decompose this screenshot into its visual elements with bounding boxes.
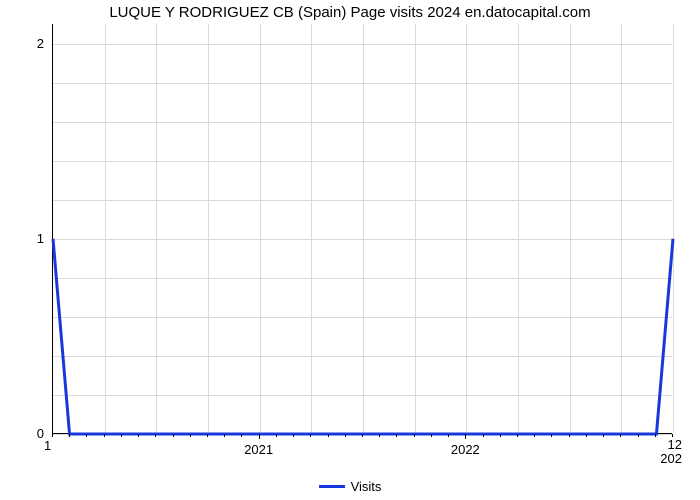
x-minor-tick <box>138 434 139 437</box>
x-minor-tick <box>207 434 208 437</box>
x-minor-tick <box>448 434 449 437</box>
x-minor-tick <box>379 434 380 437</box>
x-minor-tick <box>224 434 225 437</box>
x-minor-tick <box>52 434 53 437</box>
x-minor-tick <box>345 434 346 437</box>
x-minor-tick <box>414 434 415 437</box>
legend-swatch <box>319 485 345 488</box>
x-minor-tick <box>362 434 363 437</box>
x-minor-tick <box>620 434 621 437</box>
x-minor-tick <box>310 434 311 437</box>
x-minor-tick <box>328 434 329 437</box>
x-minor-tick <box>86 434 87 437</box>
x-minor-tick <box>655 434 656 437</box>
plot-area <box>52 24 672 434</box>
x-minor-tick <box>638 434 639 437</box>
x-minor-tick <box>259 434 260 437</box>
x-minor-tick <box>69 434 70 437</box>
legend: Visits <box>0 475 700 494</box>
x-minor-tick <box>517 434 518 437</box>
x-tick-label: 2022 <box>451 442 480 457</box>
x-minor-tick <box>551 434 552 437</box>
x-minor-tick <box>534 434 535 437</box>
x-minor-tick <box>569 434 570 437</box>
x-minor-tick <box>293 434 294 437</box>
x-minor-tick <box>586 434 587 437</box>
x-tick-label: 2021 <box>244 442 273 457</box>
y-tick-label: 0 <box>4 426 44 441</box>
x-minor-tick <box>173 434 174 437</box>
x-minor-tick <box>104 434 105 437</box>
x-axis-right-end-label: 12 202 <box>660 438 682 467</box>
x-minor-tick <box>121 434 122 437</box>
x-minor-tick <box>190 434 191 437</box>
x-axis-left-end-label: 1 <box>44 438 51 453</box>
x-minor-tick <box>241 434 242 437</box>
y-tick-label: 1 <box>4 231 44 246</box>
grid-line-v <box>673 24 674 433</box>
x-minor-tick <box>155 434 156 437</box>
legend-label: Visits <box>351 479 382 494</box>
chart-title: LUQUE Y RODRIGUEZ CB (Spain) Page visits… <box>0 4 700 21</box>
series-line-visits <box>53 239 673 434</box>
x-minor-tick <box>465 434 466 437</box>
x-minor-tick <box>396 434 397 437</box>
line-series <box>53 24 672 433</box>
y-tick-label: 2 <box>4 36 44 51</box>
x-minor-tick <box>483 434 484 437</box>
x-minor-tick <box>431 434 432 437</box>
x-minor-tick <box>603 434 604 437</box>
x-minor-tick <box>500 434 501 437</box>
x-minor-tick <box>276 434 277 437</box>
legend-item-visits: Visits <box>319 479 382 494</box>
